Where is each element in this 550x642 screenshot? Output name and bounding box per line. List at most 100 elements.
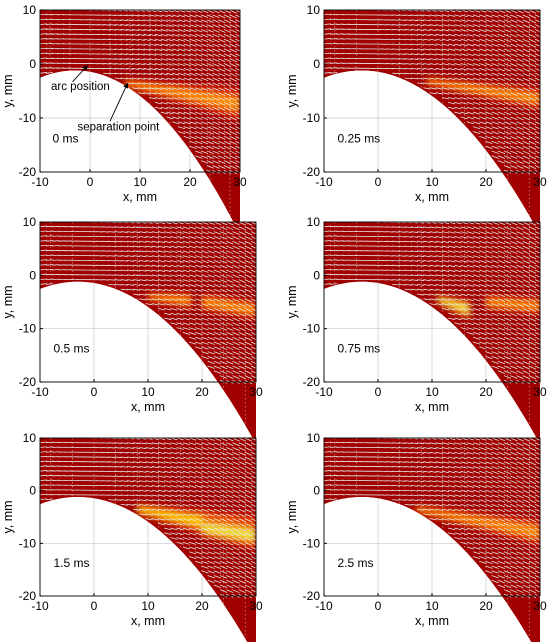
velocity-vector	[466, 87, 474, 91]
velocity-vector	[472, 546, 481, 550]
velocity-vector	[497, 63, 506, 67]
velocity-vector	[441, 14, 450, 17]
velocity-vector	[213, 513, 222, 517]
velocity-vector	[229, 24, 237, 29]
velocity-vector	[154, 38, 163, 42]
velocity-vector	[448, 92, 456, 95]
velocity-vector	[157, 485, 166, 488]
velocity-vector	[472, 527, 481, 531]
velocity-vector	[516, 584, 524, 589]
velocity-vector	[534, 522, 540, 528]
y-axis-label: y, mm	[1, 74, 15, 107]
velocity-vector	[472, 298, 481, 302]
velocity-vector	[497, 537, 506, 541]
velocity-vector	[120, 480, 128, 482]
velocity-vector	[528, 250, 537, 255]
velocity-vector	[218, 67, 226, 72]
velocity-vector	[479, 456, 487, 460]
velocity-vector	[503, 231, 512, 235]
velocity-vector	[503, 126, 512, 130]
velocity-vector	[485, 82, 493, 86]
velocity-vector	[46, 498, 54, 501]
velocity-vector	[503, 236, 512, 240]
velocity-vector	[219, 346, 228, 350]
velocity-vector	[238, 240, 246, 245]
velocity-vector	[149, 92, 157, 95]
velocity-vector	[423, 82, 431, 85]
velocity-vector	[466, 303, 474, 307]
velocity-vector	[238, 494, 246, 499]
velocity-vector	[410, 503, 418, 506]
velocity-vector	[45, 13, 53, 16]
velocity-vector	[417, 288, 425, 291]
velocity-vector	[238, 570, 246, 575]
velocity-vector	[229, 150, 237, 155]
velocity-vector	[133, 269, 141, 272]
velocity-vector	[466, 236, 474, 239]
velocity-vector	[195, 269, 203, 273]
velocity-vector	[201, 503, 209, 508]
velocity-vector	[250, 279, 256, 284]
velocity-vector	[114, 77, 122, 80]
velocity-vector	[534, 269, 540, 274]
velocity-vector	[238, 556, 246, 560]
velocity-vector	[491, 231, 499, 235]
velocity-vector	[534, 532, 540, 537]
velocity-vector	[392, 38, 400, 41]
velocity-vector	[145, 274, 153, 277]
velocity-vector	[392, 274, 400, 276]
velocity-vector	[429, 288, 437, 291]
x-tick-label: 0	[375, 175, 382, 189]
velocity-vector	[177, 63, 186, 67]
velocity-vector	[534, 365, 540, 370]
velocity-vector	[206, 33, 214, 38]
velocity-vector	[528, 451, 537, 456]
velocity-vector	[45, 33, 53, 35]
velocity-vector	[448, 522, 456, 526]
velocity-vector	[330, 28, 338, 30]
velocity-vector	[226, 518, 234, 522]
velocity-vector	[250, 584, 256, 589]
velocity-vector	[534, 356, 540, 361]
velocity-vector	[510, 308, 518, 312]
velocity-vector	[466, 532, 474, 536]
velocity-vector	[510, 560, 518, 565]
velocity-vector	[522, 336, 530, 341]
velocity-vector	[479, 14, 487, 18]
velocity-vector	[423, 38, 431, 41]
velocity-vector	[250, 546, 256, 551]
velocity-vector	[145, 447, 153, 450]
velocity-vector	[226, 370, 234, 375]
velocity-vector	[188, 551, 197, 555]
velocity-vector	[454, 63, 462, 66]
velocity-vector	[154, 67, 163, 71]
velocity-vector	[120, 279, 128, 281]
velocity-vector	[522, 260, 530, 264]
velocity-vector	[516, 260, 524, 264]
velocity-vector	[516, 82, 524, 87]
velocity-vector	[201, 317, 209, 321]
velocity-vector	[229, 14, 237, 19]
velocity-vector	[172, 29, 180, 32]
velocity-vector	[108, 24, 117, 26]
velocity-vector	[479, 269, 487, 273]
velocity-vector	[189, 116, 197, 120]
velocity-vector	[133, 284, 141, 286]
velocity-vector	[207, 556, 215, 560]
velocity-vector	[170, 279, 178, 282]
velocity-vector	[188, 485, 197, 488]
velocity-vector	[404, 470, 412, 473]
velocity-vector	[188, 341, 197, 345]
velocity-vector	[448, 29, 456, 32]
velocity-vector	[528, 322, 537, 327]
velocity-vector	[213, 527, 222, 532]
velocity-vector	[250, 341, 256, 346]
velocity-vector	[528, 72, 537, 77]
velocity-vector	[510, 111, 518, 116]
velocity-vector	[516, 43, 524, 48]
velocity-vector	[145, 494, 153, 497]
velocity-vector	[207, 356, 215, 360]
velocity-vectors	[324, 438, 540, 639]
velocity-vector	[232, 438, 240, 442]
